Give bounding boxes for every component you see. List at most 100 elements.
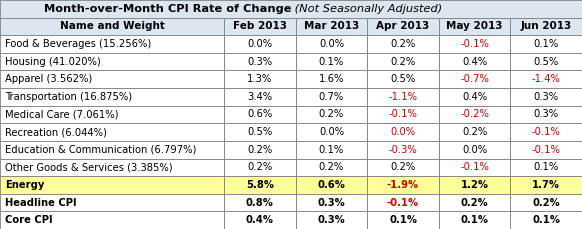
Text: Recreation (6.044%): Recreation (6.044%) [5,127,107,137]
Text: Education & Communication (6.797%): Education & Communication (6.797%) [5,145,196,155]
Text: 0.2%: 0.2% [391,162,416,172]
Bar [224,35,296,53]
Bar [367,18,439,35]
Text: 0.4%: 0.4% [462,57,487,67]
Text: 0.3%: 0.3% [534,109,559,120]
Bar [510,123,582,141]
Text: 0.6%: 0.6% [247,109,272,120]
Text: Core CPI: Core CPI [5,215,52,225]
Text: -0.1%: -0.1% [389,109,417,120]
Text: -1.9%: -1.9% [387,180,419,190]
Bar [224,158,296,176]
Text: -0.7%: -0.7% [460,74,489,84]
Text: -0.1%: -0.1% [460,162,489,172]
Bar [224,53,296,71]
Text: Food & Beverages (15.256%): Food & Beverages (15.256%) [5,39,151,49]
Text: 0.1%: 0.1% [534,162,559,172]
Bar [296,106,367,123]
Bar [510,176,582,194]
Text: 0.4%: 0.4% [462,92,487,102]
Bar [367,35,439,53]
Text: Medical Care (7.061%): Medical Care (7.061%) [5,109,118,120]
Bar [439,18,510,35]
Text: -0.1%: -0.1% [532,145,560,155]
Text: 0.1%: 0.1% [319,145,344,155]
Text: 0.2%: 0.2% [461,198,488,207]
Bar [367,88,439,106]
Text: -0.1%: -0.1% [532,127,560,137]
Text: 0.0%: 0.0% [391,127,416,137]
Bar [224,176,296,194]
Bar [367,106,439,123]
Text: Other Goods & Services (3.385%): Other Goods & Services (3.385%) [5,162,172,172]
Text: 0.0%: 0.0% [462,145,487,155]
Bar [0,176,224,194]
Bar [510,88,582,106]
Bar [296,53,367,71]
Text: Transportation (16.875%): Transportation (16.875%) [5,92,132,102]
Bar [510,211,582,229]
Bar [367,71,439,88]
Bar [0,35,224,53]
Bar [224,211,296,229]
Text: 0.1%: 0.1% [534,39,559,49]
Text: Apparel (3.562%): Apparel (3.562%) [5,74,92,84]
Bar [0,53,224,71]
Text: 0.1%: 0.1% [460,215,489,225]
Bar [439,211,510,229]
Text: Mar 2013: Mar 2013 [304,22,359,31]
Text: 0.3%: 0.3% [318,215,345,225]
Text: 0.2%: 0.2% [391,57,416,67]
Bar [439,176,510,194]
Bar [439,194,510,211]
Bar [0,71,224,88]
Bar [510,18,582,35]
Bar [296,123,367,141]
Text: 0.2%: 0.2% [462,127,487,137]
Bar [224,71,296,88]
Bar [296,158,367,176]
Text: 0.3%: 0.3% [534,92,559,102]
Text: Energy: Energy [5,180,44,190]
Text: 0.2%: 0.2% [319,162,344,172]
Bar [296,35,367,53]
Bar [0,158,224,176]
Bar [439,106,510,123]
Text: 0.5%: 0.5% [391,74,416,84]
Text: Name and Weight: Name and Weight [59,22,165,31]
Bar [510,158,582,176]
Text: 0.2%: 0.2% [247,162,272,172]
Text: 1.2%: 1.2% [460,180,489,190]
Text: 0.2%: 0.2% [391,39,416,49]
Bar [0,18,224,35]
Bar [367,123,439,141]
Text: 0.0%: 0.0% [319,39,344,49]
Text: -0.3%: -0.3% [389,145,417,155]
Text: 0.3%: 0.3% [247,57,272,67]
Bar [224,123,296,141]
Text: 0.5%: 0.5% [534,57,559,67]
Bar [224,88,296,106]
Bar [367,194,439,211]
Bar [510,141,582,158]
Bar [0,88,224,106]
Text: 0.6%: 0.6% [318,180,345,190]
Bar [296,88,367,106]
Text: -0.1%: -0.1% [460,39,489,49]
Bar [224,194,296,211]
Bar [439,53,510,71]
Text: Jun 2013: Jun 2013 [520,22,572,31]
Text: -0.1%: -0.1% [387,198,419,207]
Bar [367,141,439,158]
Bar [0,211,224,229]
Text: May 2013: May 2013 [446,22,503,31]
Bar [439,158,510,176]
Bar [296,141,367,158]
Text: 5.8%: 5.8% [246,180,274,190]
Bar [510,35,582,53]
Bar [296,176,367,194]
Text: Feb 2013: Feb 2013 [233,22,287,31]
Text: Apr 2013: Apr 2013 [377,22,430,31]
Bar [439,123,510,141]
Bar [296,211,367,229]
